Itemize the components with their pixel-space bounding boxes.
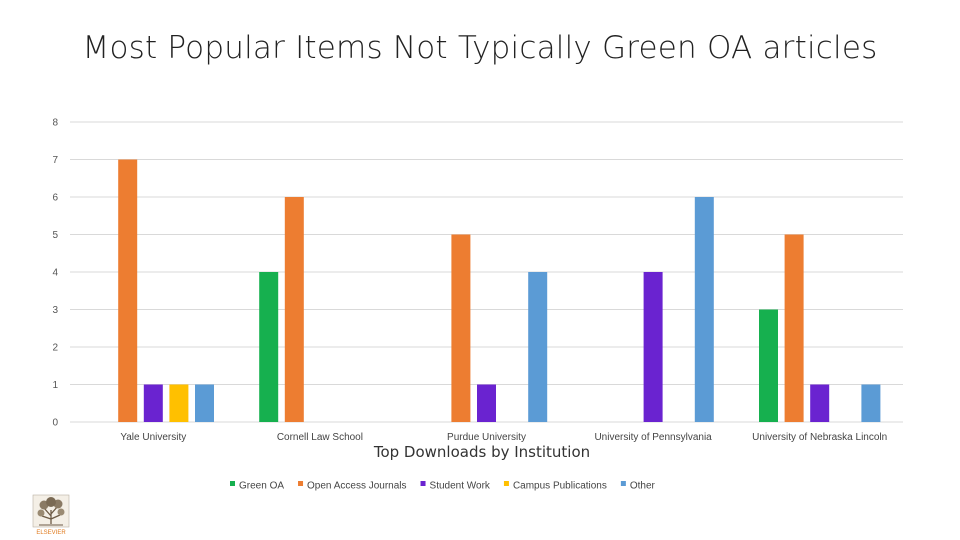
bars [118, 159, 881, 422]
y-tick-label: 1 [52, 380, 58, 391]
bar [451, 234, 471, 422]
bar [810, 384, 830, 422]
bar [477, 384, 496, 422]
bar [643, 272, 663, 422]
y-axis-ticks: 0 1 2 3 4 5 6 7 8 [52, 118, 58, 429]
y-tick-label: 8 [52, 118, 58, 129]
bar [861, 384, 881, 422]
gridlines [70, 121, 903, 423]
y-tick-label: 7 [52, 155, 58, 166]
y-tick-label: 3 [52, 305, 58, 316]
legend-swatch [420, 481, 426, 486]
elsevier-tree-icon: ELSEVIER [32, 494, 70, 536]
legend-swatch [298, 481, 304, 486]
bar [169, 384, 189, 422]
slide-title: Most Popular Items Not Typically Green O… [82, 30, 878, 66]
legend-label: Green OA [239, 481, 284, 492]
legend: Green OA Open Access Journals Student Work… [230, 481, 656, 492]
bar [759, 309, 778, 422]
y-tick-label: 5 [52, 230, 58, 241]
x-category-label: University of Nebraska Lincoln [752, 432, 887, 443]
legend-swatch [230, 481, 235, 486]
x-category-label: University of Pennsylvania [594, 432, 712, 443]
y-tick-label: 0 [52, 418, 58, 429]
legend-swatch [620, 481, 626, 486]
legend-label: Other [630, 481, 656, 492]
y-tick-label: 4 [52, 268, 58, 279]
x-axis-categories: Yale University Cornell Law School Purdue … [120, 432, 887, 443]
legend-label: Campus Publications [513, 481, 607, 492]
x-category-label: Purdue University [447, 432, 526, 443]
y-tick-label: 2 [52, 343, 58, 354]
x-axis-title: Top Downloads by Institution [373, 443, 590, 461]
x-category-label: Yale University [120, 432, 186, 443]
legend-swatch [503, 481, 509, 486]
y-tick-label: 6 [52, 193, 58, 204]
bar [143, 384, 163, 422]
bar [528, 272, 548, 422]
x-category-label: Cornell Law School [277, 432, 363, 443]
bar [259, 272, 279, 422]
legend-label: Student Work [430, 481, 491, 492]
bar [694, 197, 714, 422]
bar [118, 159, 138, 422]
bar [784, 234, 804, 422]
legend-label: Open Access Journals [307, 481, 407, 492]
logo-wordmark: ELSEVIER [36, 530, 66, 536]
bar [284, 197, 304, 422]
bar [195, 384, 214, 422]
